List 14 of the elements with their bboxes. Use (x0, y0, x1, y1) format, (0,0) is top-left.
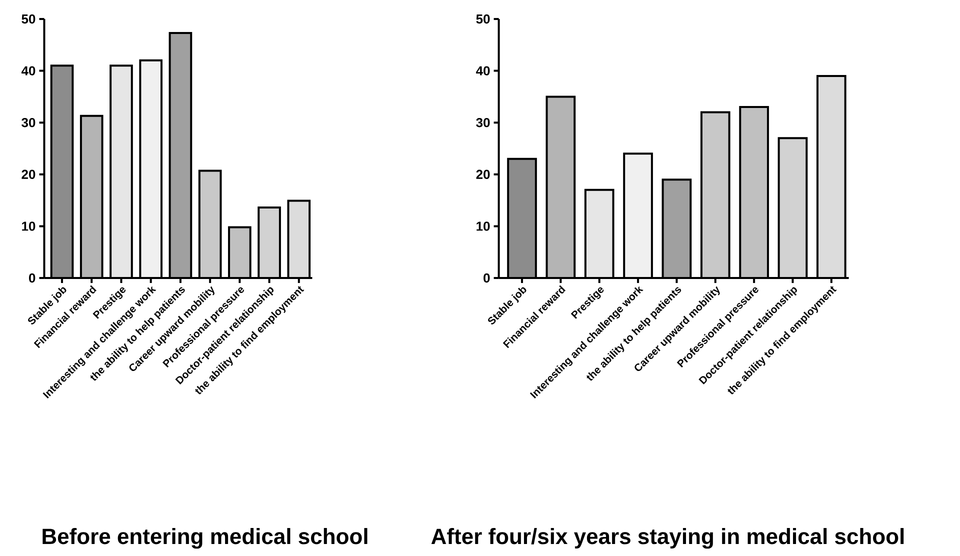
y-tick-label: 20 (476, 170, 490, 179)
y-tick-label: 0 (29, 273, 36, 283)
y-tick-label: 50 (22, 14, 36, 24)
y-tick-label: 50 (476, 14, 490, 24)
y-tick-label: 0 (484, 273, 490, 283)
y-tick-label: 10 (476, 222, 490, 231)
y-tick-label: 20 (22, 170, 36, 179)
text: Before entering medical school (42, 528, 368, 549)
y-tick-label: 30 (476, 118, 490, 128)
y-tick-label: 40 (21, 66, 36, 76)
y-tick-label: 10 (22, 222, 36, 231)
y-tick-label: 40 (476, 66, 490, 76)
y-tick-label: 30 (22, 118, 36, 128)
text: After four/six years staying in medical school (431, 528, 904, 549)
